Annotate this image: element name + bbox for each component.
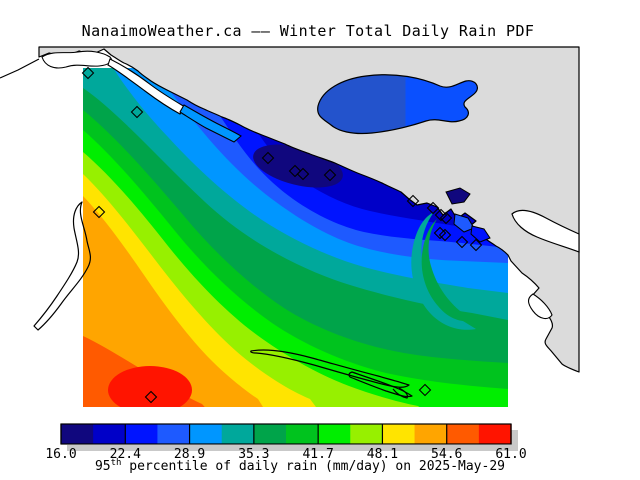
contour-band [421, 219, 473, 322]
northwest-coastline [0, 58, 40, 79]
colorbar-tick-label: 35.3 [238, 447, 269, 462]
west-coast-outline [33, 201, 92, 331]
colorbar: 16.0 22.4 28.9 35.3 41.7 48.1 54.6 61.0 95th pe… [45, 423, 527, 474]
contour-band [108, 366, 192, 407]
colorbar-tick-label: 22.4 [110, 447, 141, 462]
island-outline [392, 387, 409, 399]
station-diamond-icon [438, 228, 452, 242]
colorbar-segment [125, 424, 159, 444]
colorbar-segment [446, 424, 480, 444]
station-diamond-icon [439, 211, 453, 225]
colorbar-segment [157, 424, 191, 444]
colorbar-segment [61, 424, 94, 444]
jervis-inlet-bay [317, 74, 478, 135]
topleft-bay [41, 50, 112, 69]
colorbar-tick-labels: 16.0 22.4 28.9 35.3 41.7 48.1 54.6 61.0 [45, 447, 526, 462]
coastal-pocket-bay [445, 187, 471, 205]
caption-superscript: th [111, 458, 122, 468]
colorbar-segment [478, 424, 512, 444]
colorbar-segment [189, 424, 223, 444]
map [0, 46, 580, 407]
coastal-pocket-bay [470, 225, 491, 243]
station-diamond-icon [455, 235, 469, 249]
station-diamond-icon [81, 66, 95, 80]
inlet-channel-lower [179, 104, 242, 143]
station-diamond-icon [426, 201, 440, 215]
colorbar-tick-label: 61.0 [495, 447, 526, 462]
colorbar-segment [414, 424, 448, 444]
station-diamond-icon [261, 151, 275, 165]
station-diamond-icon [296, 167, 310, 181]
caption-base: 95 [95, 459, 111, 474]
colorbar-tick-label: 48.1 [367, 447, 398, 462]
coastal-notch [527, 293, 553, 320]
station-diamond-icon [323, 168, 337, 182]
station-diamond-icon [92, 205, 106, 219]
colorbar-shadow [511, 430, 518, 451]
station-diamond-icon [469, 238, 483, 252]
page-title: NanaimoWeather.ca —— Winter Total Daily … [82, 22, 535, 40]
station-diamond-icon [144, 390, 158, 404]
colorbar-segment [382, 424, 416, 444]
station-diamond-icon [418, 383, 432, 397]
colorbar-tick-label: 28.9 [174, 447, 205, 462]
station-diamond-icon [130, 105, 144, 119]
colorbar-segment [93, 424, 126, 444]
colorbar-tick-label: 41.7 [302, 447, 333, 462]
caption-rest: percentile of daily rain (mm/day) on 202… [121, 459, 505, 474]
station-diamond-icon [406, 194, 420, 208]
colorbar-segment [318, 424, 351, 444]
colorbar-caption: 95th percentile of daily rain (mm/day) o… [95, 458, 505, 474]
colorbar-segment [253, 424, 287, 444]
colorbar-border [60, 423, 512, 445]
station-diamond-icon [288, 164, 302, 178]
colorbar-tick-label: 54.6 [431, 447, 462, 462]
colorbar-segment [221, 424, 255, 444]
colorbar-segment [286, 424, 319, 444]
colorbar-segment [350, 424, 384, 444]
colorbar-tick-label: 16.0 [45, 447, 76, 462]
contour-band [83, 196, 263, 407]
colorbar-segments [61, 424, 512, 444]
inlet-channel-upper [107, 58, 186, 115]
coastal-pocket-bay [453, 213, 475, 233]
howe-sound-inlet [511, 209, 580, 253]
colorbar-shadow [67, 445, 518, 451]
contour-band [411, 212, 476, 330]
island-outline [250, 349, 410, 388]
station-markers [81, 66, 483, 404]
